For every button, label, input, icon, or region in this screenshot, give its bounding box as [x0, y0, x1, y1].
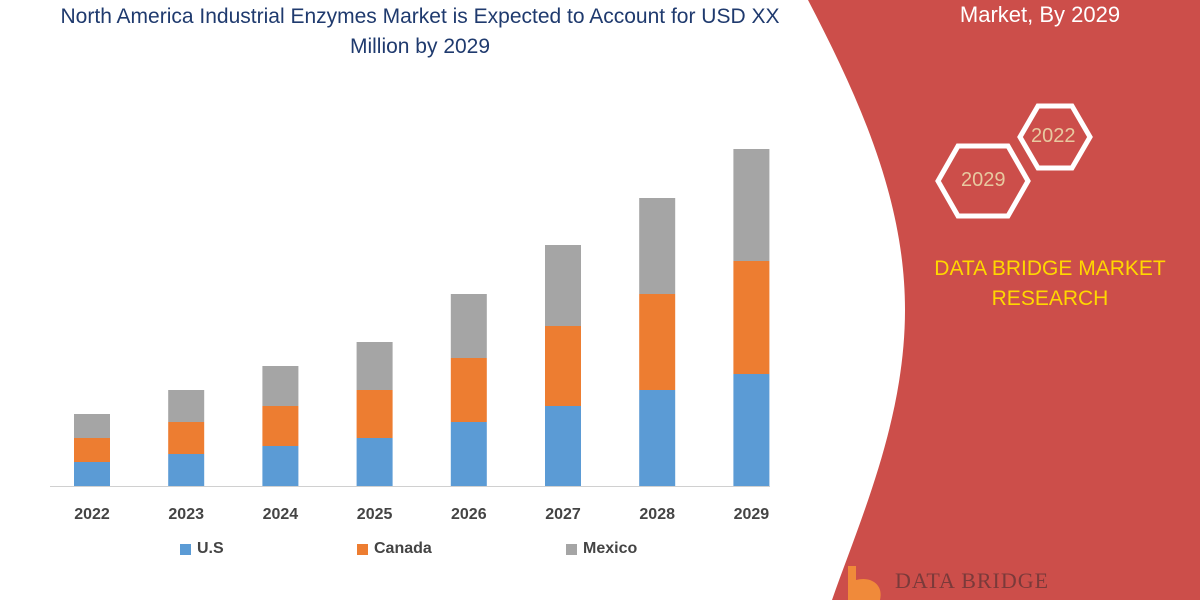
legend-swatch [357, 543, 368, 555]
brand-name: DATA BRIDGE MARKET RESEARCH [934, 257, 1166, 310]
hex-label-2022: 2022 [1031, 125, 1076, 147]
bar-us-2027 [545, 406, 581, 486]
x-tick-label: 2026 [451, 506, 487, 523]
logo-text: DATA BRIDGE [895, 568, 1050, 593]
legend-swatch [180, 543, 191, 555]
x-tick-label: 2028 [639, 506, 675, 523]
bar-mexico-2027 [545, 245, 581, 326]
bar-us-2028 [639, 390, 676, 486]
bar-canada-2028 [639, 294, 676, 390]
hexagon-2022 [1017, 103, 1093, 171]
x-tick-label: 2027 [545, 506, 581, 523]
legend-label: Mexico [583, 540, 638, 557]
bar-mexico-2023 [168, 390, 205, 422]
legend-label: Canada [374, 540, 432, 557]
bar-mexico-2028 [639, 198, 676, 294]
chart-area: 2022 2023 2024 2025 2026 2027 2028 2029 [50, 149, 770, 523]
bar-canada-2022 [74, 438, 110, 462]
bar-canada-2025 [356, 390, 393, 438]
bar-canada-2027 [545, 326, 581, 406]
panel-title: Market, By 2029 [959, 2, 1121, 27]
bar-mexico-2025 [356, 342, 393, 390]
x-tick-label: 2023 [168, 506, 204, 523]
bar-canada-2026 [450, 358, 487, 422]
bar-us-2029 [733, 374, 770, 486]
x-tick-label: 2024 [263, 506, 299, 523]
bar-mexico-2024 [262, 366, 299, 406]
x-tick-label: 2022 [74, 506, 110, 523]
bar-mexico-2029 [733, 149, 770, 261]
logo-icon [848, 566, 881, 600]
chart-title: North America Industrial Enzymes Market … [60, 5, 780, 58]
bar-us-2026 [450, 422, 487, 486]
bar-us-2024 [262, 446, 299, 486]
bar-us-2022 [74, 462, 110, 486]
legend-item-us: U.S [180, 540, 224, 558]
x-tick-label: 2029 [734, 506, 770, 523]
hex-label-2029: 2029 [961, 169, 1006, 191]
x-tick-label: 2025 [357, 506, 393, 523]
legend-item-mexico: Mexico [566, 540, 637, 558]
bar-canada-2029 [733, 261, 770, 374]
red-panel [808, 0, 1200, 600]
bar-us-2025 [356, 438, 393, 486]
bar-mexico-2026 [450, 294, 487, 358]
bar-canada-2023 [168, 422, 205, 454]
legend-label: U.S [197, 540, 224, 557]
bar-mexico-2022 [74, 414, 110, 438]
legend-item-canada: Canada [357, 540, 432, 558]
legend-swatch [566, 543, 577, 555]
bar-us-2023 [168, 454, 205, 486]
hexagon-2029 [935, 143, 1031, 219]
bar-canada-2024 [262, 406, 299, 446]
